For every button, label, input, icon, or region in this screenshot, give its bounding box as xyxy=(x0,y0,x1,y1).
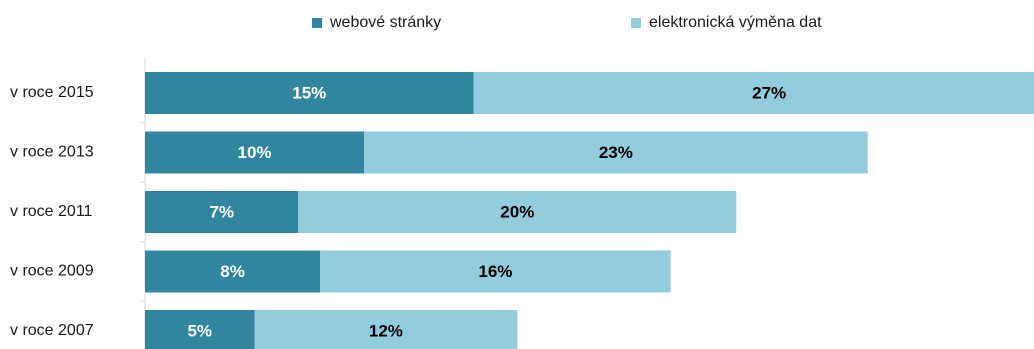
category-label-v-roce-2013: v roce 2013 xyxy=(10,144,94,161)
data-label-webové-stránky-v-roce-2007: 5% xyxy=(187,321,212,340)
data-label-elektronická-výměna-dat-v-roce-2015: 27% xyxy=(752,83,786,102)
data-label-elektronická-výměna-dat-v-roce-2009: 16% xyxy=(478,262,512,281)
data-label-webové-stránky-v-roce-2009: 8% xyxy=(220,262,245,281)
data-label-elektronická-výměna-dat-v-roce-2011: 20% xyxy=(500,202,534,221)
category-label-v-roce-2007: v roce 2007 xyxy=(10,322,94,339)
data-label-elektronická-výměna-dat-v-roce-2013: 23% xyxy=(599,143,633,162)
data-label-webové-stránky-v-roce-2015: 15% xyxy=(292,83,326,102)
data-label-elektronická-výměna-dat-v-roce-2007: 12% xyxy=(369,321,403,340)
category-label-v-roce-2011: v roce 2011 xyxy=(10,203,93,220)
data-label-webové-stránky-v-roce-2013: 10% xyxy=(237,143,271,162)
category-label-v-roce-2015: v roce 2015 xyxy=(10,84,94,101)
data-label-webové-stránky-v-roce-2011: 7% xyxy=(209,202,234,221)
category-label-v-roce-2009: v roce 2009 xyxy=(10,263,94,280)
